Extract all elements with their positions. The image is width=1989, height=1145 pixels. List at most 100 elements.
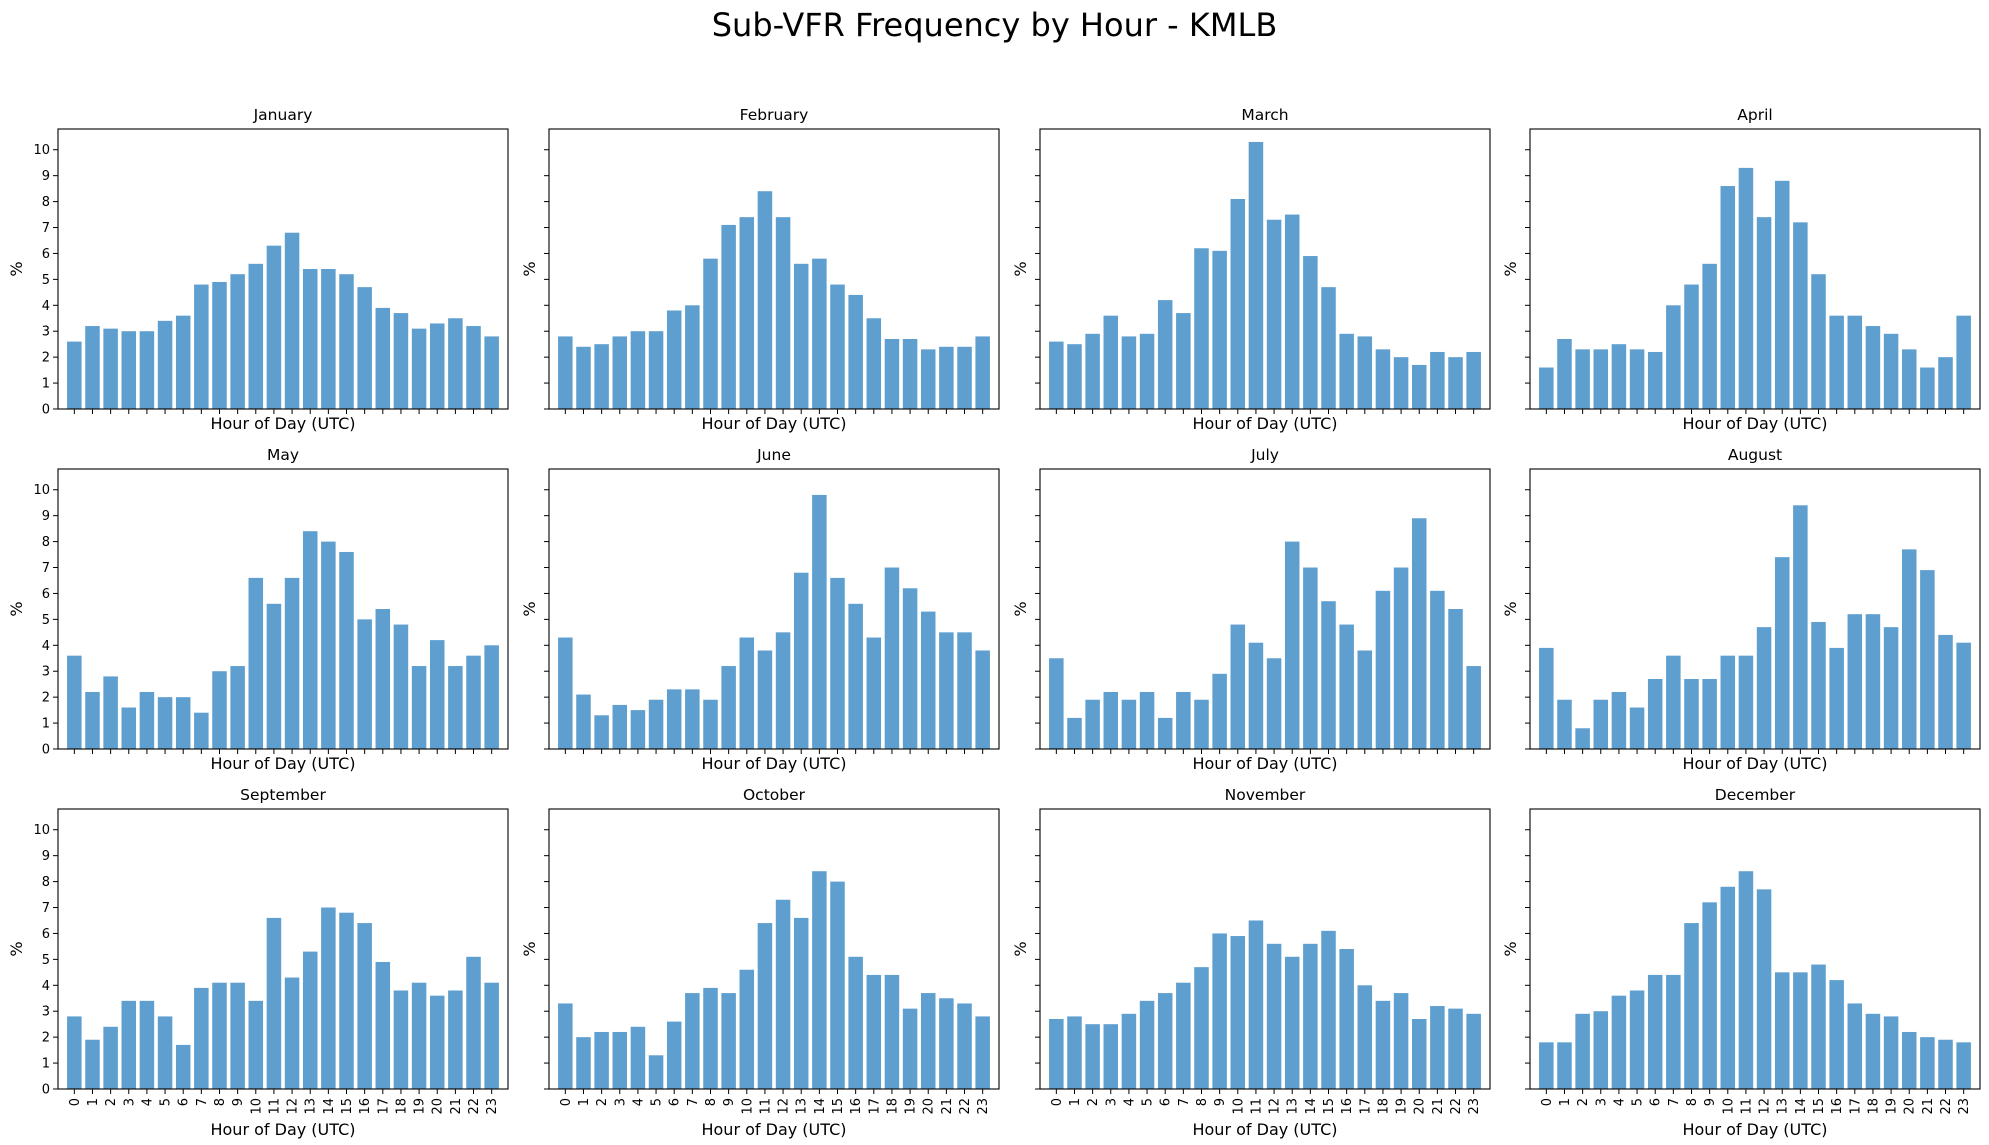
subplot-june: June Hour of Day (UTC)% (520, 446, 1000, 773)
bar-hour-6 (175, 1044, 191, 1089)
bar-hour-4 (630, 331, 646, 409)
bar-hour-4 (1611, 344, 1627, 409)
y-axis-label: % (7, 941, 26, 956)
bar-hour-15 (830, 284, 845, 409)
bar-hour-5 (157, 320, 173, 409)
bar-hour-4 (1121, 1013, 1137, 1089)
x-tick-label: 23 (1957, 1098, 1972, 1115)
y-tick-label: 3 (42, 325, 50, 340)
plot-frame (548, 808, 1000, 1090)
y-tick-label: 6 (42, 927, 50, 942)
bar-hour-9 (721, 224, 736, 409)
bar-hour-11 (1738, 871, 1754, 1089)
x-axis-label: Hour of Day (UTC) (210, 1120, 355, 1139)
bar-hour-1 (85, 1039, 100, 1089)
bar-hour-10 (1230, 624, 1246, 749)
bar-hour-8 (703, 987, 718, 1089)
bar-hour-7 (685, 689, 700, 749)
bar-hour-19 (1883, 1016, 1899, 1089)
bar-hour-1 (1067, 344, 1082, 409)
plot-frame (57, 468, 509, 750)
bar-hour-17 (1357, 650, 1373, 749)
x-tick-label: 9 (1213, 1098, 1228, 1106)
bar-hour-14 (812, 494, 827, 749)
bar-hour-13 (1284, 956, 1300, 1089)
bar-hour-7 (194, 284, 209, 409)
x-tick-label: 16 (1830, 1098, 1845, 1115)
bar-hour-1 (1067, 717, 1082, 749)
y-tick-label: 10 (33, 143, 50, 158)
x-tick-label: 0 (1540, 1098, 1555, 1106)
y-axis-label: % (1011, 941, 1030, 956)
x-tick-label: 4 (140, 1098, 155, 1106)
bar-hour-17 (375, 307, 391, 409)
y-axis-label: % (1011, 261, 1030, 276)
bar-hour-10 (739, 217, 755, 409)
y-tick-label: 3 (42, 665, 50, 680)
bar-hour-10 (739, 637, 755, 749)
bar-hour-14 (812, 871, 827, 1089)
x-tick-label: 1 (86, 1098, 101, 1106)
bar-hour-13 (1284, 214, 1300, 409)
x-tick-label: 22 (467, 1098, 482, 1115)
bar-hour-23 (484, 982, 499, 1089)
bar-hour-15 (339, 274, 354, 409)
bar-hour-19 (411, 328, 427, 409)
x-tick-label: 22 (1939, 1098, 1954, 1115)
plot-frame (1039, 468, 1491, 750)
subplot-title: November (1225, 786, 1306, 804)
bar-hour-0 (558, 336, 573, 409)
bar-hour-18 (1375, 1000, 1391, 1089)
bar-hour-17 (1847, 614, 1863, 749)
bar-hour-5 (1629, 707, 1645, 749)
bar-hour-20 (429, 995, 445, 1089)
subplot-title: January (253, 106, 313, 124)
bar-hour-9 (1212, 250, 1227, 409)
y-tick-label: 8 (42, 195, 50, 210)
bar-hour-12 (775, 632, 791, 749)
x-tick-label: 10 (249, 1098, 264, 1115)
bar-hour-16 (357, 619, 372, 749)
bar-hour-8 (703, 258, 718, 409)
bar-hour-19 (411, 982, 427, 1089)
bar-hour-20 (920, 993, 936, 1089)
subplot-title: May (267, 446, 299, 464)
x-tick-label: 8 (704, 1098, 719, 1106)
bar-hour-10 (1720, 186, 1736, 409)
bar-hour-20 (429, 640, 445, 749)
bar-hour-17 (1357, 985, 1373, 1089)
plot-frame (57, 808, 509, 1090)
bar-hour-16 (848, 294, 863, 409)
bar-hour-4 (630, 710, 646, 749)
y-tick-label: 0 (42, 743, 50, 758)
bar-hour-20 (1901, 349, 1917, 409)
bar-hour-21 (1430, 590, 1445, 749)
y-tick-label: 4 (42, 639, 50, 654)
x-tick-label: 11 (758, 1098, 773, 1115)
x-tick-label: 12 (777, 1098, 792, 1115)
x-tick-label: 9 (1703, 1098, 1718, 1106)
bar-hour-23 (975, 336, 990, 409)
x-tick-label: 7 (195, 1098, 210, 1106)
bar-hour-2 (1085, 1024, 1100, 1089)
bar-hour-4 (1611, 691, 1627, 749)
bar-hour-2 (594, 715, 609, 749)
bar-hour-0 (67, 341, 82, 409)
bar-hour-20 (1901, 549, 1917, 749)
bar-hour-23 (484, 336, 499, 409)
bar-hour-22 (1938, 357, 1953, 409)
x-tick-label: 20 (1413, 1098, 1428, 1115)
bar-hour-14 (321, 541, 336, 749)
bar-hour-16 (1829, 980, 1844, 1089)
bar-hour-6 (1647, 351, 1663, 409)
x-tick-label: 18 (394, 1098, 409, 1115)
x-tick-label: 17 (867, 1098, 882, 1115)
bar-hour-19 (1883, 627, 1899, 749)
bar-hour-22 (957, 632, 972, 749)
bar-hour-0 (558, 637, 573, 749)
subplot-july: July Hour of Day (UTC)% (1011, 446, 1491, 773)
subplot-may: May 0 1 2 3 4 5 6 7 8 9 10 Hour of Day (UTC)% (7, 446, 509, 773)
bar-hour-10 (1230, 936, 1246, 1089)
bar-hour-9 (721, 993, 736, 1089)
